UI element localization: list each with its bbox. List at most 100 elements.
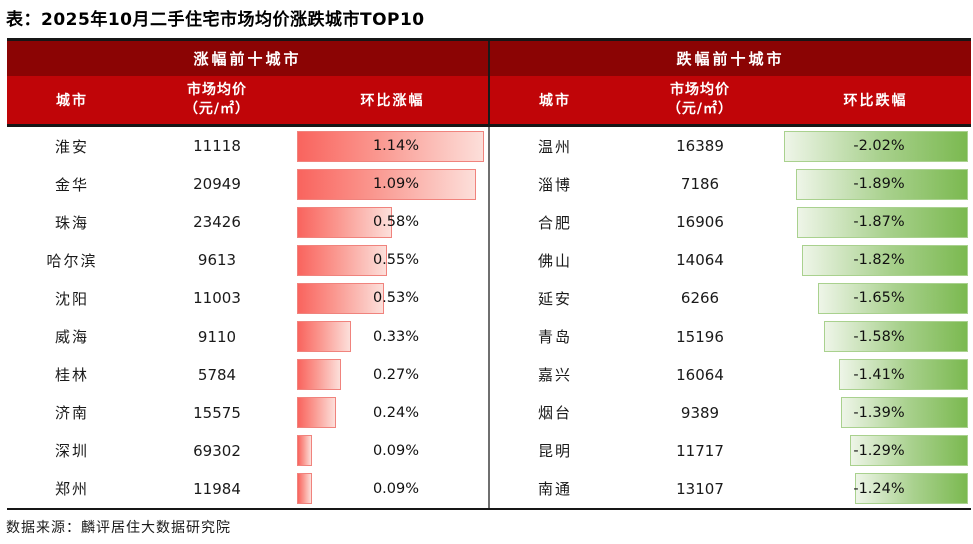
table-title: 表：2025年10月二手住宅市场均价涨跌城市TOP10 (6, 10, 425, 30)
price-column-header: 市场均价 （元/㎡） (137, 81, 297, 119)
avg-price: 15196 (676, 327, 724, 346)
rise-group-header: 涨幅前十城市 (7, 41, 488, 76)
change-bar-cell: -1.29% (780, 435, 968, 467)
change-bar-cell: 0.27% (297, 359, 488, 391)
change-bar-cell: -1.39% (780, 397, 968, 429)
change-percent: 1.14% (372, 138, 420, 155)
avg-price: 6266 (680, 289, 720, 308)
table-row: 珠海 23426 0.58% (7, 203, 488, 241)
city-name: 济南 (54, 404, 89, 423)
change-percent: -1.58% (853, 328, 905, 345)
table-row: 郑州 11984 0.09% (7, 470, 488, 508)
rise-bar (297, 206, 393, 238)
table-row: 温州 16389 -2.02% (490, 127, 971, 165)
table-row: 延安 6266 -1.65% (490, 279, 971, 317)
table-row: 深圳 69302 0.09% (7, 432, 488, 470)
change-bar-cell: 0.53% (297, 282, 488, 314)
change-bar-cell: 1.09% (297, 168, 488, 200)
table-row: 淮安 11118 1.14% (7, 127, 488, 165)
city-name: 哈尔滨 (46, 251, 98, 270)
city-name: 温州 (537, 137, 572, 156)
avg-price: 14064 (676, 251, 724, 270)
city-column-header: 城市 (539, 93, 571, 109)
change-bar-cell: 0.09% (297, 473, 488, 505)
change-bar-cell: -1.41% (780, 359, 968, 391)
table-body: 淮安 11118 1.14% 金华 20949 1.09% 珠海 23426 0.58% 哈尔滨 9… (7, 127, 971, 508)
change-bar-cell: -1.87% (780, 206, 968, 238)
fall-bar (854, 473, 968, 505)
table-row: 金华 20949 1.09% (7, 165, 488, 203)
table-row: 淄博 7186 -1.89% (490, 165, 971, 203)
change-bar-cell: -2.02% (780, 130, 968, 162)
change-percent: -1.29% (853, 442, 905, 459)
rise-bar (297, 282, 385, 314)
fall-bar (841, 397, 968, 429)
rise-bar (297, 473, 312, 505)
change-percent: -1.41% (853, 366, 905, 383)
change-percent: 0.24% (372, 404, 420, 421)
change-percent: -1.82% (853, 252, 905, 269)
fall-bar (795, 168, 968, 200)
rise-bar (297, 168, 476, 200)
avg-price: 11717 (676, 441, 724, 460)
fall-bar (839, 359, 968, 391)
avg-price: 23426 (193, 213, 241, 232)
avg-price: 69302 (193, 441, 241, 460)
table-row: 南通 13107 -1.24% (490, 470, 971, 508)
table-row: 嘉兴 16064 -1.41% (490, 356, 971, 394)
fall-bar (797, 206, 968, 238)
change-percent: 0.09% (372, 480, 420, 497)
group-header-band: 涨幅前十城市 跌幅前十城市 (7, 41, 971, 76)
change-column-header: 环比跌幅 (843, 93, 908, 109)
avg-price: 5784 (197, 365, 237, 384)
column-divider (488, 127, 490, 508)
city-column-header: 城市 (56, 93, 88, 109)
rise-bar (297, 321, 352, 353)
change-percent: 1.09% (372, 176, 420, 193)
avg-price: 20949 (193, 175, 241, 194)
fall-bar (850, 435, 968, 467)
rise-bar (297, 397, 337, 429)
avg-price: 9389 (680, 403, 720, 422)
table-row: 威海 9110 0.33% (7, 317, 488, 355)
rise-rows: 淮安 11118 1.14% 金华 20949 1.09% 珠海 23426 0.58% 哈尔滨 9… (7, 127, 488, 508)
change-column-header: 环比涨幅 (360, 93, 425, 109)
fall-rows: 温州 16389 -2.02% 淄博 7186 -1.89% 合肥 16906 -1.87% 佛山… (490, 127, 971, 508)
header-divider-line (7, 124, 971, 127)
change-percent: -1.65% (853, 290, 905, 307)
change-percent: 0.27% (372, 366, 420, 383)
change-bar-cell: 0.33% (297, 321, 488, 353)
change-bar-cell: -1.58% (780, 321, 968, 353)
avg-price: 11003 (193, 289, 241, 308)
column-divider (488, 76, 490, 124)
column-divider (488, 41, 490, 76)
change-percent: -2.02% (853, 138, 905, 155)
city-name: 昆明 (537, 442, 572, 461)
avg-price: 11984 (193, 479, 241, 498)
city-name: 淮安 (54, 137, 89, 156)
city-name: 青岛 (537, 328, 572, 347)
city-name: 郑州 (54, 480, 89, 499)
city-name: 嘉兴 (537, 366, 572, 385)
fall-column-headers: 城市 市场均价 （元/㎡） 环比跌幅 (490, 76, 971, 124)
change-bar-cell: 0.58% (297, 206, 488, 238)
avg-price: 13107 (676, 479, 724, 498)
change-bar-cell: 0.55% (297, 244, 488, 276)
city-name: 合肥 (537, 213, 572, 232)
change-bar-cell: 1.14% (297, 130, 488, 162)
avg-price: 16389 (676, 137, 724, 156)
price-header-line2: （元/㎡） (666, 101, 734, 117)
rise-column-headers: 城市 市场均价 （元/㎡） 环比涨幅 (7, 76, 488, 124)
price-column-header: 市场均价 （元/㎡） (620, 81, 780, 119)
avg-price: 7186 (680, 175, 720, 194)
table-row: 合肥 16906 -1.87% (490, 203, 971, 241)
avg-price: 9613 (197, 251, 237, 270)
avg-price: 15575 (193, 403, 241, 422)
city-name: 桂林 (54, 366, 89, 385)
rise-bar (297, 359, 342, 391)
avg-price: 11118 (193, 137, 241, 156)
fall-bar (823, 321, 968, 353)
change-bar-cell: -1.82% (780, 244, 968, 276)
change-percent: 0.33% (372, 328, 420, 345)
rise-bar (297, 244, 388, 276)
